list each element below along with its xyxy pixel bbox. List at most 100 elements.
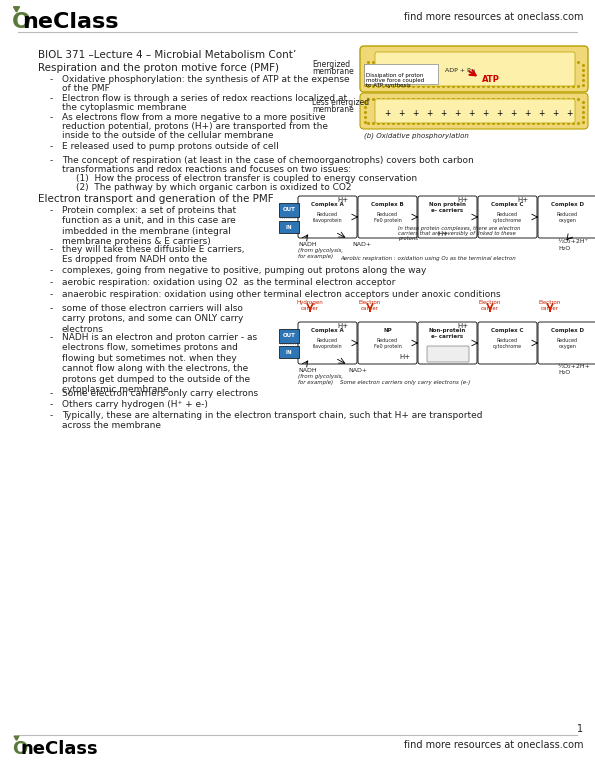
Text: the cytoplasmic membrane: the cytoplasmic membrane (62, 103, 187, 112)
Text: (from glycolysis,: (from glycolysis, (298, 248, 343, 253)
Text: Reduced
oxygen: Reduced oxygen (557, 212, 578, 223)
FancyBboxPatch shape (279, 221, 299, 233)
Text: Electron
carrier: Electron carrier (539, 300, 561, 311)
Text: +: + (524, 109, 530, 118)
Text: +: + (426, 109, 433, 118)
Text: Less energized: Less energized (312, 98, 369, 107)
Text: NP: NP (383, 328, 392, 333)
Text: Aerobic respiration : oxidation using O₂ as the terminal electron: Aerobic respiration : oxidation using O₂… (340, 256, 516, 261)
Text: IN: IN (286, 350, 292, 355)
Text: NADH: NADH (298, 368, 317, 373)
Text: 1: 1 (577, 724, 583, 734)
Text: membrane: membrane (312, 67, 354, 76)
Text: reduction potential, protons (H+) are transported from the: reduction potential, protons (H+) are tr… (62, 122, 328, 131)
Text: motive force coupled: motive force coupled (366, 78, 424, 83)
Text: ADP + P: ADP + P (445, 68, 471, 73)
Text: Reduced
Fe0 protein: Reduced Fe0 protein (374, 212, 402, 223)
Text: carriers that are reversibly of linked to these: carriers that are reversibly of linked t… (398, 231, 516, 236)
Text: Electron flow is through a series of redox reactions localized at: Electron flow is through a series of red… (62, 94, 347, 103)
Text: Electron transport and generation of the PMF: Electron transport and generation of the… (38, 194, 274, 204)
Text: protons: protons (398, 236, 418, 241)
Text: (1)  How the process of electron transfer is coupled to energy conservation: (1) How the process of electron transfer… (76, 174, 417, 183)
Text: E released used to pump protons outside of cell: E released used to pump protons outside … (62, 142, 278, 151)
Text: H+: H+ (518, 197, 528, 203)
Text: Some electron carriers only carry electrons (e-): Some electron carriers only carry electr… (340, 380, 470, 385)
Text: for example): for example) (298, 254, 333, 259)
Text: H₂O: H₂O (558, 370, 570, 375)
Text: H+: H+ (399, 354, 411, 360)
Text: Complex C: Complex C (491, 202, 524, 207)
Text: -: - (50, 304, 53, 313)
Text: -: - (50, 142, 53, 151)
Text: Protein complex: a set of proteins that
function as a unit, and in this case are: Protein complex: a set of proteins that … (62, 206, 236, 246)
Text: Complex D: Complex D (551, 328, 584, 333)
Text: find more resources at oneclass.com: find more resources at oneclass.com (403, 12, 583, 22)
Text: -: - (50, 206, 53, 215)
Text: Electron
carrier: Electron carrier (479, 300, 501, 311)
Text: Energized: Energized (312, 60, 350, 69)
Text: of the PMF: of the PMF (62, 84, 109, 93)
Text: to ATP synthesis: to ATP synthesis (366, 83, 411, 88)
FancyBboxPatch shape (364, 64, 438, 84)
Text: Complex C: Complex C (491, 328, 524, 333)
Text: Non-protein
e- carriers: Non-protein e- carriers (429, 328, 466, 339)
Text: -: - (50, 94, 53, 103)
Text: +: + (468, 109, 474, 118)
FancyBboxPatch shape (418, 196, 477, 238)
Text: The concept of respiration (at least in the case of chemoorganotrophs) covers bo: The concept of respiration (at least in … (62, 156, 474, 165)
FancyBboxPatch shape (298, 196, 357, 238)
Text: H+: H+ (458, 197, 469, 203)
Text: Dissipation of proton: Dissipation of proton (366, 73, 424, 78)
Text: +: + (454, 109, 461, 118)
Text: Reduced
cytochrome: Reduced cytochrome (493, 338, 522, 349)
Text: OUT: OUT (283, 333, 296, 338)
Text: Typically, these are alternating in the electron transport chain, such that H+ a: Typically, these are alternating in the … (62, 411, 483, 430)
FancyBboxPatch shape (478, 322, 537, 364)
Text: IN: IN (286, 225, 292, 230)
Text: Oxidative phosphorylation: the synthesis of ATP at the expense: Oxidative phosphorylation: the synthesis… (62, 75, 350, 84)
Text: H+: H+ (337, 323, 349, 329)
Text: for example): for example) (298, 380, 333, 385)
Text: +: + (538, 109, 544, 118)
FancyBboxPatch shape (360, 93, 588, 129)
Text: ½O₂+2H+: ½O₂+2H+ (558, 364, 591, 369)
Text: anaerobic respiration: oxidation using other terminal electron acceptors under a: anaerobic respiration: oxidation using o… (62, 290, 500, 299)
Text: -: - (50, 278, 53, 287)
Text: Complex A: Complex A (311, 202, 344, 207)
Text: Some electron carriers only carry electrons: Some electron carriers only carry electr… (62, 389, 258, 398)
Text: Reduced
cytochrome: Reduced cytochrome (493, 212, 522, 223)
Text: H₂O: H₂O (558, 246, 570, 251)
Text: +: + (552, 109, 558, 118)
Text: Reduced
flavoprotein: Reduced flavoprotein (313, 338, 342, 349)
Text: -: - (50, 400, 53, 409)
Text: +: + (482, 109, 488, 118)
Text: H+: H+ (458, 323, 469, 329)
Text: i: i (474, 69, 475, 74)
Text: In these protein complexes, there are electron: In these protein complexes, there are el… (398, 226, 521, 231)
Text: +: + (384, 109, 390, 118)
FancyBboxPatch shape (358, 322, 417, 364)
FancyBboxPatch shape (427, 346, 469, 362)
Text: (2)  The pathway by which organic carbon is oxidized to CO2: (2) The pathway by which organic carbon … (76, 183, 352, 192)
FancyBboxPatch shape (418, 322, 477, 364)
Text: H+: H+ (437, 231, 449, 237)
Text: BIOL 371 –Lecture 4 – Microbial Metabolism Cont’: BIOL 371 –Lecture 4 – Microbial Metaboli… (38, 50, 296, 60)
Text: -: - (50, 156, 53, 165)
Text: -: - (50, 290, 53, 299)
Text: find more resources at oneclass.com: find more resources at oneclass.com (403, 740, 583, 750)
Text: -: - (50, 266, 53, 275)
FancyBboxPatch shape (478, 196, 537, 238)
Text: membrane: membrane (312, 105, 354, 114)
Text: complexes, going from negative to positive, pumping out protons along the way: complexes, going from negative to positi… (62, 266, 427, 275)
Text: (b) Oxidative phosphorylation: (b) Oxidative phosphorylation (364, 132, 469, 139)
Text: some of those electron carriers will also
carry protons, and some can ONLY carry: some of those electron carriers will als… (62, 304, 243, 334)
Text: +: + (412, 109, 418, 118)
Text: -: - (50, 411, 53, 420)
FancyBboxPatch shape (360, 46, 588, 92)
FancyBboxPatch shape (358, 196, 417, 238)
Text: Reduced
oxygen: Reduced oxygen (557, 338, 578, 349)
FancyBboxPatch shape (279, 346, 299, 358)
FancyBboxPatch shape (375, 52, 575, 86)
Text: +: + (566, 109, 572, 118)
Text: H+: H+ (337, 197, 349, 203)
